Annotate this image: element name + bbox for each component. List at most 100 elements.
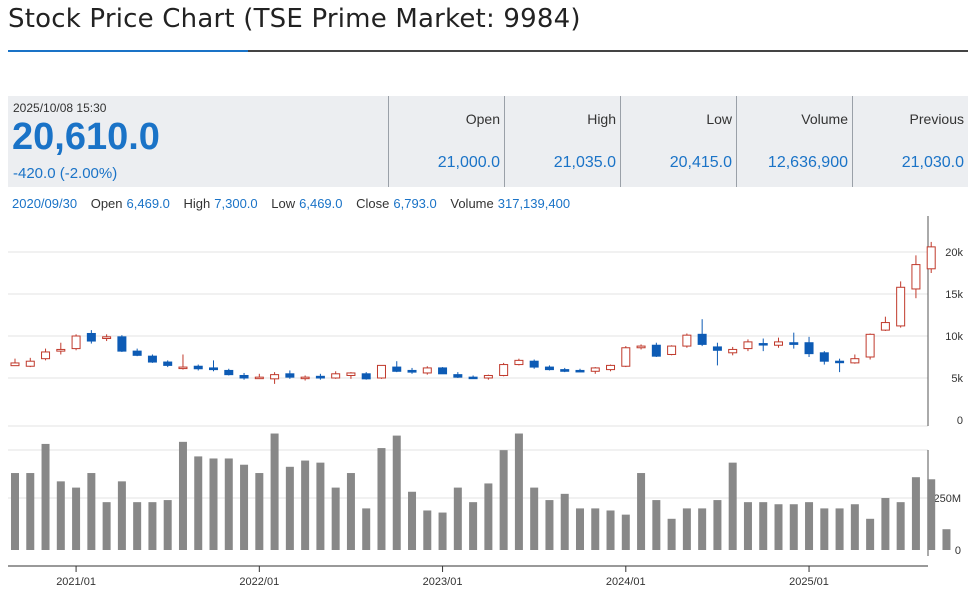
candle-body <box>239 374 249 379</box>
candle-body <box>25 360 35 367</box>
candle-body <box>911 264 921 290</box>
candle-body <box>147 355 157 363</box>
candle-body <box>850 358 860 364</box>
candle-body <box>285 373 295 378</box>
volume-bar <box>148 502 157 550</box>
candle-body <box>514 359 524 366</box>
candle-body <box>819 352 829 362</box>
ohlc-high-label: High <box>183 196 211 211</box>
volume-bar <box>743 502 752 550</box>
ohlc-high: 7,300.0 <box>214 196 258 211</box>
volume-bar <box>102 502 111 550</box>
candle-body <box>606 364 616 371</box>
volume-bar <box>621 514 630 550</box>
candle-body <box>331 373 341 379</box>
volume-bar <box>545 500 554 550</box>
volume-bar <box>575 508 584 550</box>
candle-body <box>774 341 783 346</box>
volume-bar <box>178 441 187 550</box>
stat-high: High 21,035.0 <box>504 96 620 187</box>
stat-previous: Previous 21,030.0 <box>852 96 968 187</box>
volume-bar <box>408 491 417 550</box>
volume-bar <box>240 464 249 550</box>
stat-value: 21,000.0 <box>437 154 500 171</box>
candle-body <box>529 360 539 368</box>
x-tick-label: 2023/01 <box>423 576 463 588</box>
price-tick-label: 10k <box>945 331 963 343</box>
x-tick-label: 2022/01 <box>239 576 279 588</box>
volume-bar <box>606 510 615 550</box>
candle-body <box>315 375 325 379</box>
stat-label: Volume <box>801 111 848 127</box>
title-accent-line <box>8 50 248 52</box>
volume-bar <box>560 493 569 550</box>
candle-body <box>270 374 280 380</box>
candle-body <box>728 348 738 354</box>
volume-bar <box>87 473 96 550</box>
stat-value: 21,035.0 <box>553 154 616 171</box>
candle-body <box>697 333 707 345</box>
candle-body <box>544 366 554 371</box>
volume-bar <box>713 500 722 550</box>
volume-bar <box>911 477 920 550</box>
candle-body <box>804 342 814 355</box>
volume-tick-label: 250M <box>933 493 961 505</box>
volume-bar <box>896 502 905 550</box>
candle-body <box>71 335 81 350</box>
volume-bar <box>453 487 462 550</box>
quote-timestamp: 2025/10/08 15:30 <box>13 101 107 115</box>
volume-bar <box>56 481 65 550</box>
candle-body <box>636 345 646 349</box>
volume-bar <box>682 508 691 550</box>
candle-body <box>682 334 692 347</box>
volume-bar <box>331 487 340 550</box>
candle-body <box>163 361 173 366</box>
candle-body <box>376 364 386 379</box>
candle-body <box>10 362 20 367</box>
candle-body <box>117 336 127 352</box>
candle-body <box>346 372 356 376</box>
volume-bar <box>26 473 35 550</box>
ohlc-open: 6,469.0 <box>126 196 170 211</box>
volume-bar <box>377 448 386 550</box>
candle-body <box>835 360 845 364</box>
volume-bar <box>255 473 264 550</box>
ohlc-volume: 317,139,400 <box>497 196 571 211</box>
price-tick-label: 5k <box>951 373 963 385</box>
stat-value: 20,415.0 <box>669 154 732 171</box>
volume-bar <box>835 508 844 550</box>
ohlc-close-label: Close <box>356 196 390 211</box>
volume-bar <box>652 500 661 550</box>
candle-body <box>438 367 448 375</box>
candle-body <box>483 374 493 379</box>
candle-body <box>743 341 753 350</box>
volume-bar <box>163 500 172 550</box>
volume-bar <box>667 518 676 550</box>
quote-panel: 2025/10/08 15:30 20,610.0 -420.0 (-2.00%… <box>8 96 968 187</box>
stat-label: Low <box>706 111 732 127</box>
volume-bar <box>316 462 325 550</box>
candle-body <box>667 345 677 355</box>
x-tick-label: 2021/01 <box>56 576 96 588</box>
candle-body <box>926 246 936 270</box>
price-tick-label: 0 <box>957 415 963 427</box>
candle-body <box>560 369 570 372</box>
candle-body <box>209 367 219 371</box>
candle-body <box>590 367 600 372</box>
candle-body <box>651 344 661 357</box>
volume-bar <box>698 508 707 550</box>
candle-body <box>499 364 509 376</box>
ohlc-close: 6,793.0 <box>393 196 437 211</box>
candle-body <box>407 369 417 373</box>
candle-body <box>758 343 768 346</box>
volume-bar <box>346 473 355 550</box>
volume-bar <box>438 512 447 550</box>
volume-bar <box>942 529 951 550</box>
ohlc-open-label: Open <box>90 196 123 211</box>
x-tick-label: 2025/01 <box>789 576 829 588</box>
ohlc-low: 6,469.0 <box>299 196 343 211</box>
price-change: -420.0 (-2.00%) <box>13 165 118 182</box>
stat-open: Open 21,000.0 <box>388 96 504 187</box>
ohlc-low-label: Low <box>271 196 296 211</box>
